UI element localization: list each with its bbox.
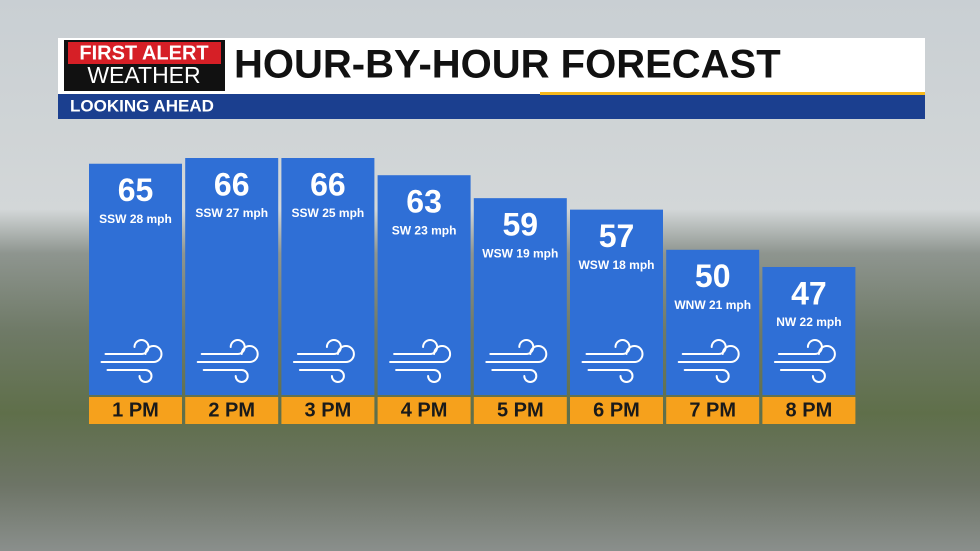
time-label-bg <box>570 397 663 424</box>
temperature-label: 66 <box>310 166 346 202</box>
wind-stroke <box>100 345 163 363</box>
time-label-bg <box>185 397 279 424</box>
bar <box>377 175 471 395</box>
time-label-bg <box>281 397 375 424</box>
time-label: 2 PM <box>208 399 255 421</box>
logo-top-bg <box>68 42 221 64</box>
wind-icon <box>196 339 259 383</box>
wind-stroke <box>296 339 342 355</box>
time-label-bg <box>666 397 760 424</box>
wind-label: WSW 18 mph <box>578 258 654 272</box>
wind-stroke <box>292 345 355 363</box>
subtitle-band <box>58 94 925 119</box>
wind-stroke <box>773 345 836 363</box>
wind-stroke <box>677 345 740 363</box>
wind-label: WSW 19 mph <box>482 246 558 260</box>
time-label-bg <box>377 397 471 424</box>
logo-top: FIRST ALERT <box>79 42 208 64</box>
bar <box>185 158 279 395</box>
wind-label: SSW 25 mph <box>292 206 365 220</box>
temperature-label: 47 <box>791 275 827 311</box>
wind-stroke <box>389 345 452 363</box>
bar <box>281 158 375 395</box>
time-label-bg <box>762 397 856 424</box>
temperature-label: 66 <box>214 166 250 202</box>
wind-stroke <box>581 345 644 363</box>
wind-stroke <box>587 369 634 383</box>
time-label: 5 PM <box>497 399 544 421</box>
temperature-label: 57 <box>599 218 635 254</box>
temperature-label: 59 <box>503 207 539 243</box>
wind-stroke <box>104 339 150 355</box>
time-label-bg <box>473 397 567 424</box>
wind-stroke <box>298 369 345 383</box>
time-label: 6 PM <box>593 399 640 421</box>
wind-stroke <box>585 339 631 355</box>
time-label: 3 PM <box>305 399 352 421</box>
wind-stroke <box>489 339 535 355</box>
wind-stroke <box>106 369 153 383</box>
wind-stroke <box>202 369 249 383</box>
temperature-label: 50 <box>695 258 731 294</box>
time-label: 7 PM <box>689 399 736 421</box>
time-label: 1 PM <box>112 399 159 421</box>
bar <box>762 267 856 395</box>
temperature-label: 65 <box>118 172 154 208</box>
time-label: 8 PM <box>786 399 833 421</box>
wind-label: NW 22 mph <box>776 315 841 329</box>
wind-stroke <box>395 369 442 383</box>
wind-icon <box>389 339 452 383</box>
wind-stroke <box>491 369 538 383</box>
wind-icon <box>773 339 836 383</box>
subtitle: LOOKING AHEAD <box>70 96 214 115</box>
wind-stroke <box>777 339 823 355</box>
title: HOUR-BY-HOUR FORECAST <box>234 43 781 87</box>
temperature-label: 63 <box>406 184 442 220</box>
wind-stroke <box>196 345 259 363</box>
accent-line <box>540 92 925 95</box>
wind-label: SSW 27 mph <box>195 206 268 220</box>
wind-stroke <box>200 339 246 355</box>
wind-icon <box>677 339 740 383</box>
bar <box>570 209 663 395</box>
time-label-bg <box>89 397 182 424</box>
wind-label: SW 23 mph <box>392 223 457 237</box>
wind-icon <box>292 339 355 383</box>
wind-icon <box>581 339 644 383</box>
wind-icon <box>100 339 163 383</box>
wind-stroke <box>683 369 730 383</box>
time-label: 4 PM <box>401 399 448 421</box>
bar <box>89 163 182 395</box>
wind-stroke <box>681 339 727 355</box>
wind-stroke <box>393 339 439 355</box>
wind-stroke <box>779 369 826 383</box>
wind-label: SSW 28 mph <box>99 212 172 226</box>
wind-stroke <box>485 345 548 363</box>
wind-icon <box>485 339 548 383</box>
wind-label: WNW 21 mph <box>674 298 751 312</box>
logo-bottom: WEATHER <box>87 62 200 88</box>
